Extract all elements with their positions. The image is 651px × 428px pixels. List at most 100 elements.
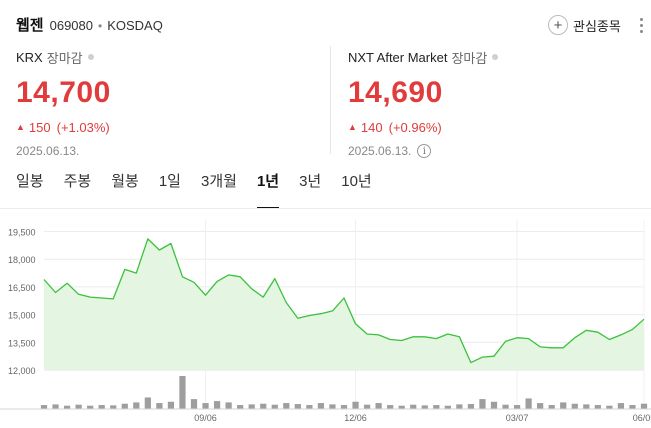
status-dot-icon [492,54,499,60]
x-tick-label: 12/06 [344,413,367,423]
krx-price: 14,700 [16,76,111,109]
add-watchlist-button[interactable]: + 관심종목 [548,14,621,36]
tab-3months[interactable]: 3개월 [200,173,237,190]
volume-bar [52,404,59,409]
volume-bar [121,403,128,409]
volume-bar [133,402,140,409]
volume-bar [629,405,636,409]
tab-monthly[interactable]: 월봉 [111,173,139,190]
krx-date: 2025.06.13. [16,144,80,158]
volume-bar [525,398,532,409]
volume-bar [617,403,625,409]
krx-status: 장마감 [46,50,83,66]
separator-dot: • [98,19,103,33]
volume-bar [421,405,428,409]
volume-bar [583,404,590,409]
volume-bar [317,403,325,409]
info-circle-icon[interactable]: i [417,144,432,158]
volume-bar [271,404,278,409]
nxt-date: 2025.06.13. [348,144,412,158]
volume-bar [294,404,301,409]
volume-bar [548,405,555,409]
tab-1day[interactable]: 1일 [158,173,181,190]
more-dot [639,17,643,21]
x-tick-label: 06/05 [633,413,651,423]
volume-bar [283,403,290,409]
price-chart[interactable]: 12,000 13,500 15,000 16,500 18,000 19,500 09/0… [0,210,651,428]
volume-bar [375,403,382,409]
volume-bar [167,401,175,409]
volume-bar [387,405,394,409]
volume-bar [571,403,578,409]
nxt-status: 장마감 [451,50,488,66]
volume-bar [225,402,232,409]
volume-bar [537,403,544,409]
volume-bar [490,401,498,409]
tab-daily[interactable]: 일봉 [16,173,44,190]
volume-bar [144,397,151,409]
volume-bar [433,405,440,409]
krx-market-label: KRX 장마감 [16,48,316,66]
more-dot [639,29,643,33]
krx-change-pct: (+1.03%) [56,119,110,135]
volume-bar [306,405,313,409]
nxt-price: 14,690 [348,76,443,109]
tab-1year[interactable]: 1년 [256,171,280,211]
volume-bar [87,405,94,409]
nxt-market-label: NXT After Market 장마감 [348,48,638,66]
more-dot [639,23,643,27]
krx-change: ▲ 150 (+1.03%) [16,118,316,136]
tab-10years[interactable]: 10년 [341,173,372,190]
krx-price-panel: KRX 장마감 14,700 ▲ 150 (+1.03%) 2025.06.13… [16,48,316,159]
nxt-change: ▲ 140 (+0.96%) [348,118,638,136]
y-tick-label: 15,000 [8,311,36,321]
period-tabs: 일봉 주봉 월봉 1일 3개월 1년 3년 10년 [16,171,392,211]
price-area [44,238,644,370]
volume-bar [513,405,521,409]
volume-bar [329,404,336,409]
volume-bar [363,404,371,409]
volume-bar [63,405,71,409]
more-options-icon[interactable] [637,15,645,35]
volume-bar [110,405,117,409]
volume-bar [502,404,509,409]
volume-bar [237,405,244,409]
stock-header: 웹젠 069080 • KOSDAQ [16,14,163,36]
volume-bar [352,401,359,409]
volume-bar [606,405,613,409]
krx-label: KRX [16,49,43,65]
nxt-change-value: 140 [360,119,383,135]
volume-bar [260,403,267,409]
y-tick-label: 12,000 [8,366,36,376]
panel-divider [330,46,331,154]
volume-bar [156,403,163,409]
volume-bar [75,404,82,409]
nxt-change-pct: (+0.96%) [388,119,442,135]
up-triangle-icon: ▲ [348,122,357,132]
y-tick-label: 16,500 [8,283,36,293]
stock-name: 웹젠 [16,17,44,34]
stock-market: KOSDAQ [107,18,163,33]
volume-bar [456,404,463,409]
volume-bar [202,403,209,409]
up-triangle-icon: ▲ [16,122,25,132]
volume-bar [190,399,198,409]
tabs-divider [0,208,651,209]
y-tick-label: 13,500 [8,338,36,348]
volume-bar [467,404,475,409]
y-tick-label: 18,000 [8,255,36,265]
tab-weekly[interactable]: 주봉 [63,173,92,190]
nxt-price-panel: NXT After Market 장마감 14,690 ▲ 140 (+0.96… [348,48,638,159]
volume-bar [479,399,486,409]
volume-bar [410,404,417,409]
y-tick-label: 19,500 [8,228,36,238]
volume-bar [179,376,186,409]
tab-3years[interactable]: 3년 [299,173,322,190]
status-dot-icon [87,54,94,60]
volume-bar [594,405,601,409]
volume-bar [560,402,567,409]
krx-change-value: 150 [28,119,51,135]
volume-bar [398,405,405,409]
x-tick-label: 09/06 [194,413,217,423]
nxt-date-row: 2025.06.13. i [348,143,638,159]
